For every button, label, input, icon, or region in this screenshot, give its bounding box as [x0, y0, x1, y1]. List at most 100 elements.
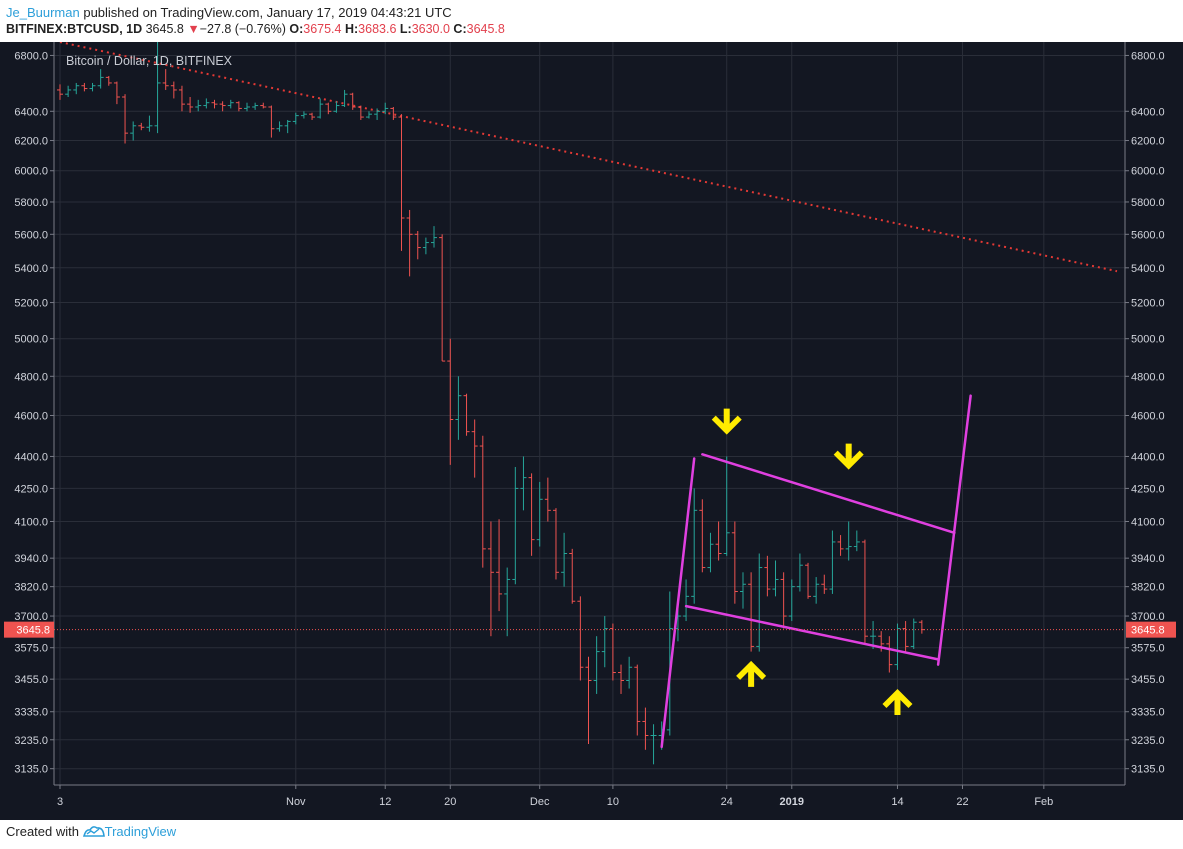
channel-line	[701, 453, 956, 535]
ohlc-bar	[723, 456, 730, 556]
y-tick-label: 3335.0	[1131, 707, 1165, 719]
ohlc-bar	[764, 555, 771, 597]
y-tick-label: 4100.0	[1131, 516, 1165, 528]
symbol-line: BITFINEX:BTCUSD, 1D 3645.8 ▼−27.8 (−0.76…	[6, 22, 505, 36]
y-tick-label: 5000.0	[14, 334, 48, 346]
ohlc-bar	[390, 106, 397, 120]
arrow-shape	[736, 660, 767, 687]
ohlc-bar	[170, 81, 177, 99]
footer: Created with TradingView	[0, 820, 1183, 849]
ohlc-bar	[731, 521, 738, 604]
ohlc-bar	[894, 623, 901, 670]
ohlc-bar	[837, 535, 844, 556]
high-value: 3683.6	[358, 22, 397, 36]
y-tick-label: 6400.0	[14, 106, 48, 118]
ohlc-bar	[211, 99, 218, 109]
y-tick-label: 3455.0	[1131, 674, 1165, 686]
ohlc-bar	[300, 111, 307, 119]
ohlc-bar	[154, 42, 161, 134]
ohlc-bar	[886, 636, 893, 673]
ohlc-bar	[496, 519, 503, 612]
tradingview-brand[interactable]: TradingView	[104, 824, 177, 839]
y-tick-label: 4100.0	[14, 516, 48, 528]
ohlc-bar	[902, 621, 909, 652]
ohlc-bar	[284, 119, 291, 134]
ohlc-bar	[813, 577, 820, 604]
ohlc-bar	[861, 539, 868, 644]
y-tick-label: 4800.0	[1131, 371, 1165, 383]
ohlc-bar	[829, 530, 836, 594]
ohlc-bar	[626, 656, 633, 689]
ohlc-bar	[260, 102, 267, 109]
ohlc-bar	[544, 477, 551, 522]
y-tick-label: 3820.0	[14, 582, 48, 594]
y-tick-label: 5200.0	[14, 298, 48, 310]
y-tick-label: 3940.0	[1131, 553, 1165, 565]
ohlc-bar	[561, 532, 568, 587]
ohlc-bar	[65, 85, 72, 98]
ohlc-bar	[113, 81, 120, 105]
y-tick-label: 6000.0	[1131, 166, 1165, 178]
y-tick-label: 3575.0	[14, 643, 48, 655]
channel-lines	[660, 394, 972, 749]
ohlc-bar	[642, 707, 649, 750]
ohlc-bar	[479, 435, 486, 568]
last-price-badge-right	[1126, 621, 1176, 638]
ohlc-bar	[439, 234, 446, 362]
ohlc-bar	[398, 114, 405, 251]
ohlc-bar	[796, 553, 803, 592]
close-label: C:	[453, 22, 467, 36]
chart-area[interactable]: 3135.0 3235.0 3335.0 3455.0 3575.0 3700.0 3820…	[0, 41, 1183, 820]
last-price-label-right: 3645.8	[1131, 625, 1165, 637]
ohlc-bar	[292, 112, 299, 125]
trendline-layer	[59, 41, 1118, 273]
y-tick-label: 4250.0	[14, 483, 48, 495]
ohlc-bar	[341, 89, 348, 107]
ohlc-bar	[520, 456, 527, 511]
ohlc-bar	[219, 101, 226, 112]
y-tick-label: 6800.0	[14, 50, 48, 62]
ohlc-bar	[471, 419, 478, 478]
chart-title: Bitcoin / Dollar, 1D, BITFINEX	[66, 54, 233, 68]
ohlc-bar	[569, 548, 576, 604]
right-price-axis[interactable]: 3135.0 3235.0 3335.0 3455.0 3575.0 3700.0 3820…	[1125, 50, 1165, 776]
ohlc-bar	[683, 579, 690, 622]
ohlc-bar	[593, 636, 600, 694]
ohlc-bar	[756, 553, 763, 652]
y-tick-label: 4400.0	[14, 451, 48, 463]
ohlc-bar	[227, 99, 234, 109]
ohlc-bar	[577, 596, 584, 681]
close-value: 3645.8	[466, 22, 505, 36]
ohlc-bar	[73, 82, 80, 95]
y-tick-label: 5000.0	[1131, 334, 1165, 346]
ohlc-bar	[650, 724, 657, 765]
ohlc-bar	[317, 98, 324, 119]
up-arrow-icon	[736, 660, 767, 687]
ohlc-bar	[309, 112, 316, 120]
ohlc-bar	[504, 567, 511, 637]
time-axis[interactable]: 3 Nov 12 20 Dec 10 24 2019 14 22 Feb	[57, 785, 1053, 808]
ohlc-bars	[57, 42, 925, 765]
change-text: −27.8 (−0.76%)	[199, 22, 286, 36]
open-value: 3675.4	[303, 22, 342, 36]
ohlc-bar	[512, 466, 519, 585]
ohlc-bar	[707, 532, 714, 573]
price-chart[interactable]: 3135.0 3235.0 3335.0 3455.0 3575.0 3700.0 3820…	[0, 41, 1183, 820]
left-price-axis[interactable]: 3135.0 3235.0 3335.0 3455.0 3575.0 3700.0 3820…	[14, 50, 54, 776]
y-tick-label: 4400.0	[1131, 451, 1165, 463]
chart-header: Je_Buurman published on TradingView.com,…	[0, 0, 1183, 42]
y-tick-label: 6400.0	[1131, 106, 1165, 118]
ohlc-bar	[130, 121, 137, 141]
ohlc-bar	[715, 521, 722, 561]
ohlc-bar	[788, 579, 795, 622]
ohlc-bar	[845, 521, 852, 561]
ohlc-bar	[609, 623, 616, 681]
last-price-badge-left	[4, 621, 54, 638]
author-link[interactable]: Je_Buurman	[6, 5, 80, 20]
ohlc-bar	[89, 82, 96, 92]
ohlc-bar	[187, 97, 194, 113]
ohlc-bar	[146, 115, 153, 132]
grid	[54, 42, 1125, 785]
published-text: published on TradingView.com, January 17…	[83, 5, 452, 20]
ohlc-bar	[349, 92, 356, 110]
